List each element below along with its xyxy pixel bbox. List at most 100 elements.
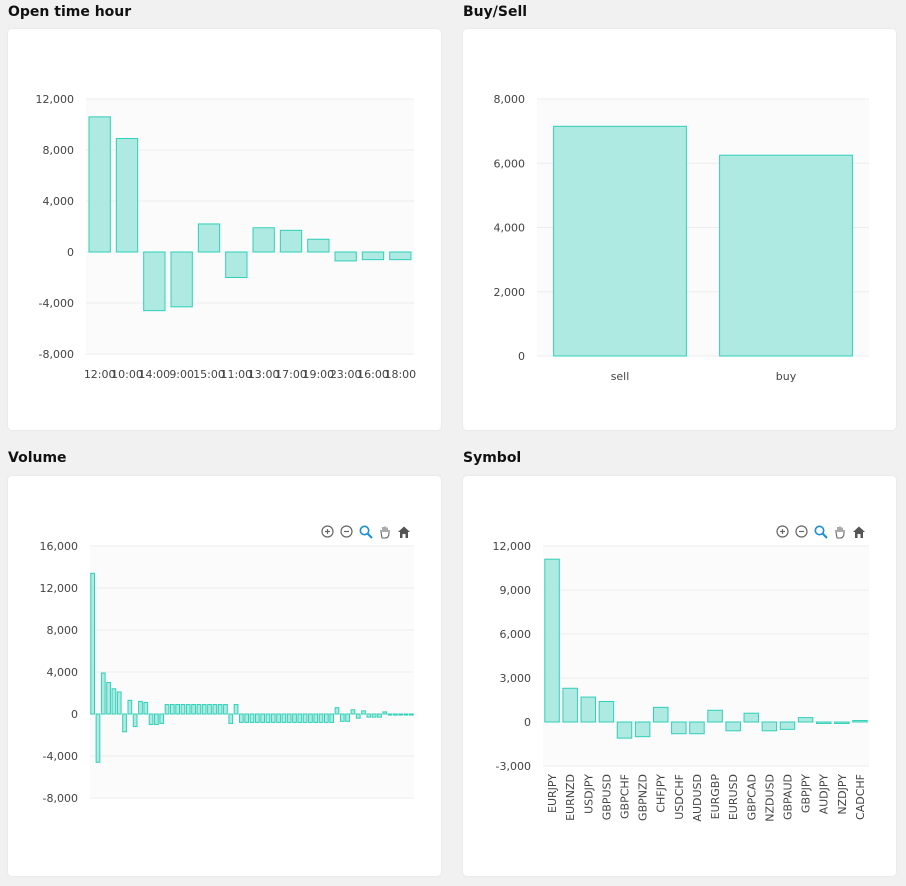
bar[interactable] xyxy=(308,713,313,723)
bar[interactable] xyxy=(398,713,404,716)
bar[interactable] xyxy=(270,713,276,723)
bar[interactable] xyxy=(553,125,687,357)
bar[interactable] xyxy=(88,116,111,253)
bar[interactable] xyxy=(276,713,281,723)
bar[interactable] xyxy=(329,713,335,723)
home-reset-icon[interactable] xyxy=(396,524,411,539)
bar[interactable] xyxy=(154,713,159,725)
bar[interactable] xyxy=(350,709,356,715)
bar[interactable] xyxy=(244,713,250,723)
bar[interactable] xyxy=(318,713,324,723)
bar[interactable] xyxy=(265,713,271,723)
bar[interactable] xyxy=(185,704,191,715)
bar[interactable] xyxy=(225,251,248,278)
bar[interactable] xyxy=(634,721,651,738)
home-reset-icon[interactable] xyxy=(851,524,866,539)
bar[interactable] xyxy=(707,709,723,723)
bar[interactable] xyxy=(252,227,275,253)
bar[interactable] xyxy=(164,704,170,715)
bar[interactable] xyxy=(279,229,303,253)
bar[interactable] xyxy=(719,154,853,357)
bar[interactable] xyxy=(361,251,385,261)
bar[interactable] xyxy=(223,704,228,715)
bar[interactable] xyxy=(382,711,388,715)
bar[interactable] xyxy=(387,713,393,716)
bar[interactable] xyxy=(307,238,330,253)
bar[interactable] xyxy=(180,704,186,715)
bar[interactable] xyxy=(355,713,361,719)
pan-hand-icon[interactable] xyxy=(377,524,392,539)
zoom-select-icon[interactable] xyxy=(358,524,373,539)
bar[interactable] xyxy=(689,721,705,735)
zoom-out-icon[interactable] xyxy=(794,524,809,539)
bar[interactable] xyxy=(111,688,117,715)
bar[interactable] xyxy=(779,721,796,730)
bar[interactable] xyxy=(797,717,814,723)
bar[interactable] xyxy=(106,682,111,715)
bar[interactable] xyxy=(207,704,212,715)
bar[interactable] xyxy=(652,706,669,723)
zoom-select-icon[interactable] xyxy=(813,524,828,539)
bar[interactable] xyxy=(361,710,366,715)
bar[interactable] xyxy=(292,713,297,723)
bar[interactable] xyxy=(127,699,133,715)
bar[interactable] xyxy=(339,713,345,722)
zoom-out-icon[interactable] xyxy=(339,524,354,539)
bar[interactable] xyxy=(345,713,350,722)
bar[interactable] xyxy=(403,713,409,716)
bar[interactable] xyxy=(95,713,101,763)
bar[interactable] xyxy=(324,713,329,723)
bar[interactable] xyxy=(281,713,287,723)
bar[interactable] xyxy=(389,251,412,261)
bar[interactable] xyxy=(201,704,207,715)
bar[interactable] xyxy=(834,721,850,724)
bar[interactable] xyxy=(580,696,597,723)
bar[interactable] xyxy=(132,713,138,728)
zoom-in-icon[interactable] xyxy=(320,524,335,539)
bar[interactable] xyxy=(815,721,832,724)
bar[interactable] xyxy=(334,251,357,262)
bar[interactable] xyxy=(260,713,265,723)
bar[interactable] xyxy=(377,713,382,718)
bar[interactable] xyxy=(196,704,202,715)
bar[interactable] xyxy=(116,691,122,715)
bar[interactable] xyxy=(852,720,868,723)
bar[interactable] xyxy=(725,721,741,732)
bar[interactable] xyxy=(616,721,633,739)
bar[interactable] xyxy=(191,704,196,715)
bar[interactable] xyxy=(100,672,106,715)
bar[interactable] xyxy=(743,712,760,723)
zoom-in-icon[interactable] xyxy=(775,524,790,539)
bar[interactable] xyxy=(115,138,139,253)
bar[interactable] xyxy=(334,707,340,715)
bar[interactable] xyxy=(297,713,303,723)
bar[interactable] xyxy=(302,713,308,723)
bar[interactable] xyxy=(671,721,687,735)
bar[interactable] xyxy=(138,700,143,715)
bar[interactable] xyxy=(143,701,149,715)
bar[interactable] xyxy=(371,713,377,718)
bar[interactable] xyxy=(122,713,127,733)
bar[interactable] xyxy=(148,713,154,725)
bar[interactable] xyxy=(393,713,398,716)
bar[interactable] xyxy=(562,687,578,723)
bar[interactable] xyxy=(249,713,255,723)
bar[interactable] xyxy=(212,704,218,715)
bar[interactable] xyxy=(544,558,560,723)
bar[interactable] xyxy=(159,713,165,724)
bar[interactable] xyxy=(170,251,193,308)
bar[interactable] xyxy=(313,713,319,723)
bar[interactable] xyxy=(286,713,292,723)
pan-hand-icon[interactable] xyxy=(832,524,847,539)
bar[interactable] xyxy=(197,223,221,253)
bar[interactable] xyxy=(228,713,234,724)
bar[interactable] xyxy=(239,713,244,723)
bar[interactable] xyxy=(761,721,778,732)
bar[interactable] xyxy=(143,251,166,312)
bar[interactable] xyxy=(169,704,175,715)
bar[interactable] xyxy=(175,704,180,715)
bar[interactable] xyxy=(366,713,372,718)
bar[interactable] xyxy=(217,704,223,715)
bar[interactable] xyxy=(233,704,239,715)
bar[interactable] xyxy=(254,713,260,723)
